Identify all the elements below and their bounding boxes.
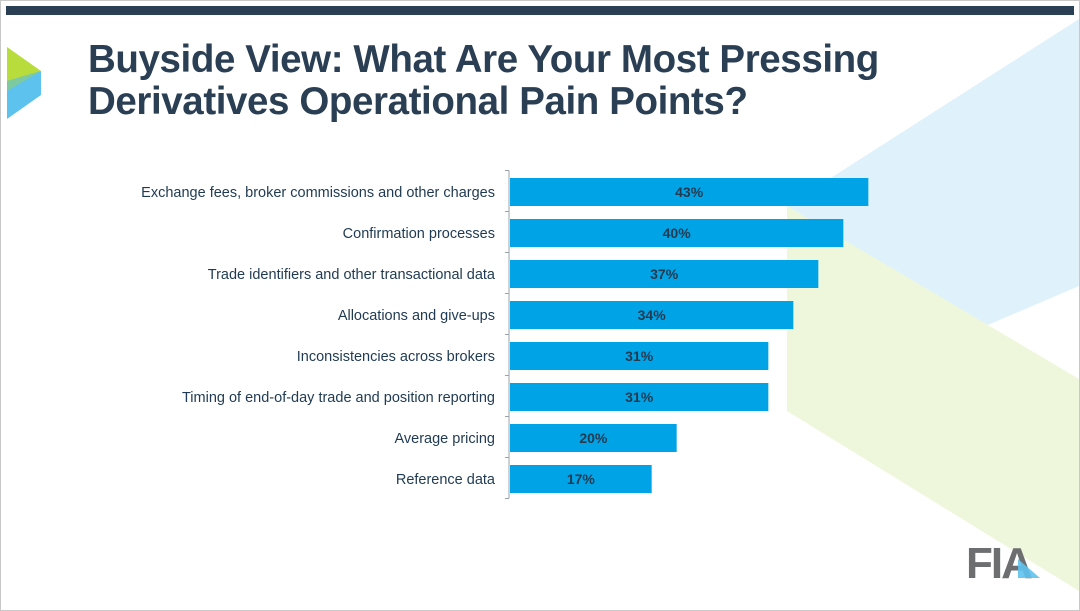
category-label: Timing of end-of-day trade and position …	[182, 390, 495, 406]
category-label: Trade identifiers and other transactiona…	[208, 267, 496, 283]
category-label: Reference data	[396, 472, 496, 488]
data-label: 34%	[638, 307, 667, 323]
bar	[510, 301, 794, 329]
deco-green-triangle	[787, 206, 1079, 591]
data-label: 43%	[675, 184, 704, 200]
fia-logo-icon: FIA	[966, 541, 1040, 581]
category-label: Allocations and give-ups	[338, 308, 495, 324]
category-label: Exchange fees, broker commissions and ot…	[141, 185, 495, 201]
top-bar	[6, 6, 1074, 15]
bar	[510, 178, 869, 206]
bar	[510, 260, 819, 288]
bar	[510, 219, 844, 247]
chevron-arrow-icon	[7, 47, 41, 119]
data-label: 40%	[663, 225, 692, 241]
category-label: Inconsistencies across brokers	[297, 349, 495, 365]
data-label: 31%	[625, 348, 654, 364]
bar	[510, 465, 652, 493]
bar	[510, 383, 769, 411]
logo-accent	[1018, 559, 1040, 578]
data-label: 20%	[579, 430, 608, 446]
bar	[510, 424, 677, 452]
slide-title: Buyside View: What Are Your Most Pressin…	[88, 39, 988, 123]
data-label: 37%	[650, 266, 679, 282]
title-line-1: Buyside View: What Are Your Most Pressin…	[88, 38, 879, 81]
title-line-2: Derivatives Operational Pain Points?	[88, 80, 748, 123]
bar	[510, 342, 769, 370]
data-label: 17%	[567, 471, 596, 487]
data-label: 31%	[625, 389, 654, 405]
category-label: Average pricing	[395, 431, 496, 447]
category-label: Confirmation processes	[343, 226, 495, 242]
